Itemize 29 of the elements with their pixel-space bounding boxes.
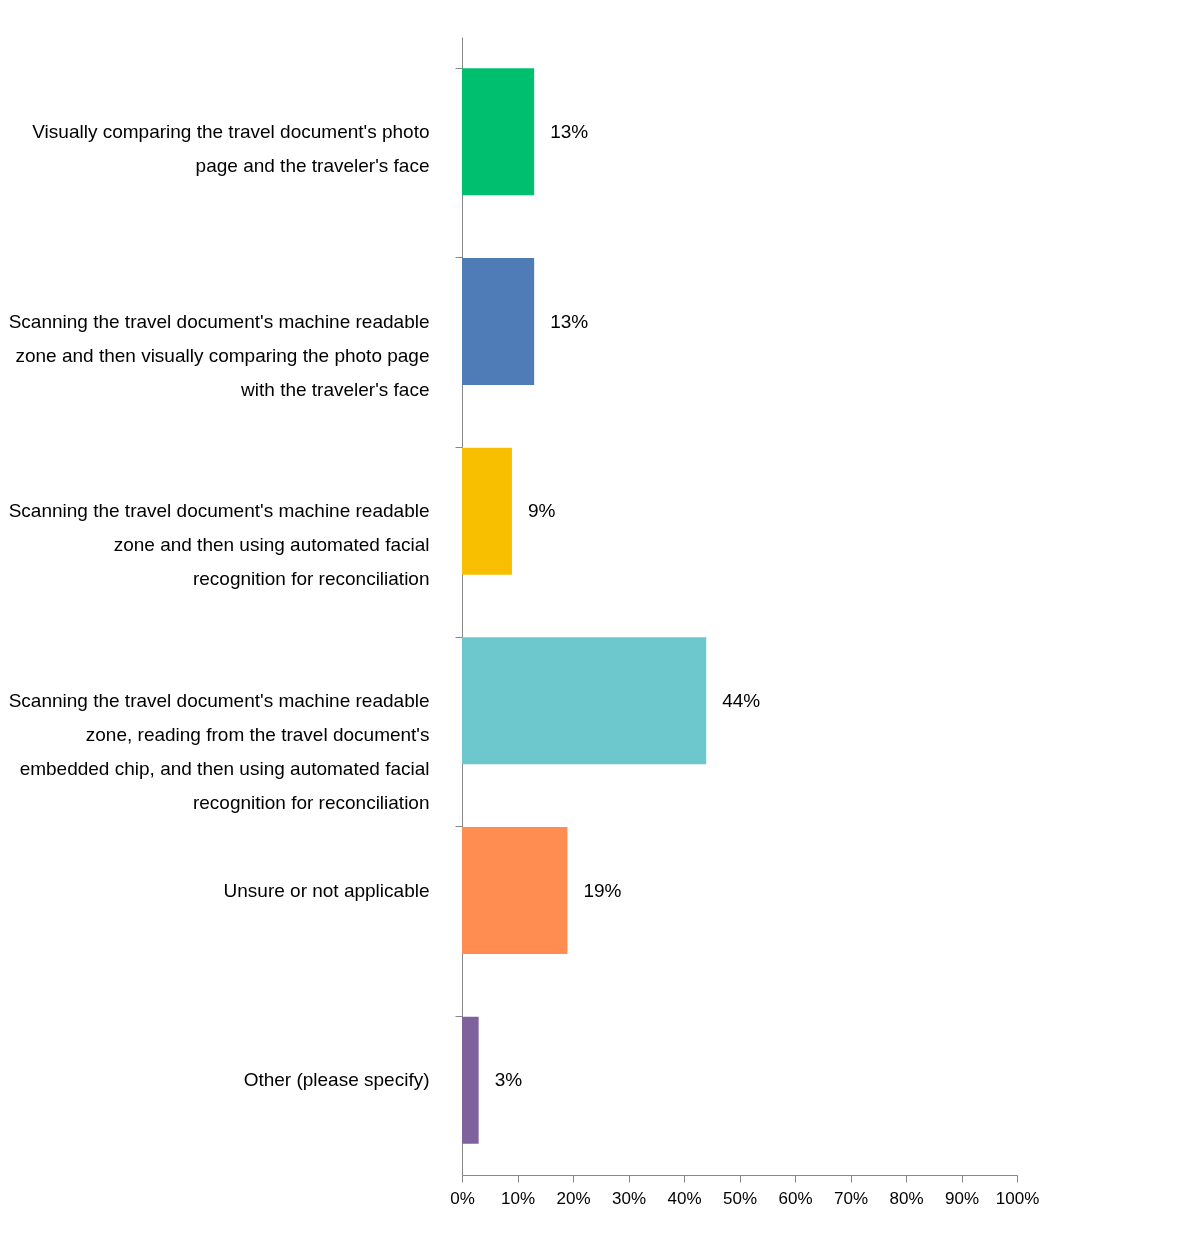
x-tick-label: 70% <box>833 1188 869 1208</box>
x-tick-label: 90% <box>944 1188 980 1208</box>
x-tick-label: 100% <box>995 1188 1040 1208</box>
data-label: 13% <box>550 310 589 332</box>
data-label: 19% <box>583 879 622 901</box>
y-tick-label: Scanning the travel document's machine readable zone and then using automated facial recognition for reconciliation <box>8 500 430 590</box>
x-tick-label: 30% <box>611 1188 647 1208</box>
data-label: 9% <box>527 500 556 522</box>
x-tick-label: 80% <box>889 1188 924 1208</box>
y-tick-label: Other (please specify) <box>243 1069 430 1091</box>
x-tick-label: 50% <box>722 1188 758 1208</box>
bar <box>462 826 568 955</box>
x-tick-label: 10% <box>500 1188 536 1208</box>
y-tick-label: Unsure or not applicable <box>223 879 430 901</box>
y-tick-label: Scanning the travel document's machine readable zone, reading from the travel document's embedded chip, and then using automated facial recognition for reconciliation <box>8 689 430 813</box>
x-tick-label: 60% <box>778 1188 813 1208</box>
data-label: 3% <box>494 1069 523 1091</box>
x-tick-label: 20% <box>556 1188 591 1208</box>
bar <box>462 257 535 386</box>
y-tick-label: Scanning the travel document's machine readable zone and then visually comparing the photo page with the traveler's face <box>8 310 430 400</box>
x-tick-label: 0% <box>450 1188 475 1208</box>
y-tick-label: Visually comparing the travel document's photo page and the traveler's face <box>32 120 430 176</box>
bar <box>462 1016 479 1144</box>
data-label: 13% <box>550 120 589 142</box>
bar <box>462 637 707 765</box>
bar <box>462 447 512 575</box>
data-label: 44% <box>722 689 761 711</box>
bar <box>462 68 535 196</box>
x-tick-label: 40% <box>667 1188 702 1208</box>
